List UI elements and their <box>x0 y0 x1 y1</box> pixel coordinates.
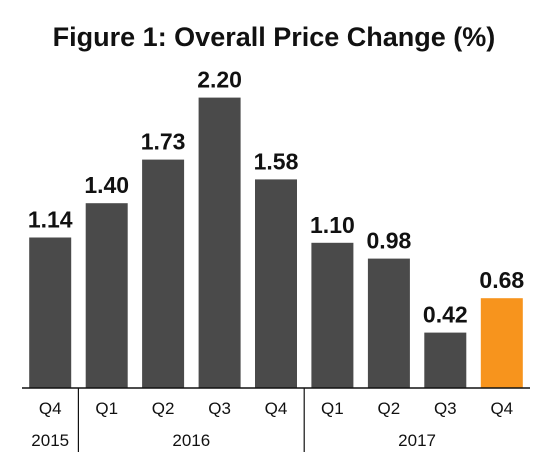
year-labels-group: 2015 2016 2017 <box>31 431 436 450</box>
tick-label-2: Q2 <box>152 399 175 418</box>
bar-6 <box>367 258 410 388</box>
tick-label-7: Q3 <box>434 399 457 418</box>
tick-label-5: Q1 <box>321 399 344 418</box>
value-label-4: 1.58 <box>254 148 299 174</box>
value-label-6: 0.98 <box>367 228 412 254</box>
year-label-2016: 2016 <box>172 431 210 450</box>
year-label-2017: 2017 <box>398 431 436 450</box>
bar-7 <box>424 332 467 388</box>
value-label-8: 0.68 <box>479 267 524 293</box>
tick-label-4: Q4 <box>265 399 288 418</box>
bar-3 <box>198 97 241 388</box>
bar-1 <box>85 203 128 388</box>
year-separators-group <box>77 388 305 452</box>
tick-label-0: Q4 <box>39 399 62 418</box>
bar-2 <box>142 159 185 388</box>
year-label-2015: 2015 <box>31 431 69 450</box>
chart-title: Figure 1: Overall Price Change (%) <box>53 22 496 52</box>
bars-group <box>29 97 523 388</box>
x-tick-labels-group: Q4 Q1 Q2 Q3 Q4 Q1 Q2 Q3 Q4 <box>39 399 513 418</box>
bar-0 <box>29 237 72 388</box>
value-labels-group: 1.14 1.40 1.73 2.20 1.58 1.10 0.98 0.42 0.68 <box>28 67 525 328</box>
tick-label-8: Q4 <box>490 399 513 418</box>
value-label-1: 1.40 <box>84 172 129 198</box>
tick-label-3: Q3 <box>208 399 231 418</box>
tick-label-1: Q1 <box>95 399 118 418</box>
value-label-0: 1.14 <box>28 207 73 233</box>
bar-5 <box>311 242 354 388</box>
tick-label-6: Q2 <box>378 399 401 418</box>
value-label-3: 2.20 <box>197 67 242 93</box>
value-label-2: 1.73 <box>141 129 186 155</box>
bar-4 <box>255 179 297 388</box>
value-label-7: 0.42 <box>423 302 468 328</box>
bar-8 <box>480 298 523 388</box>
value-label-5: 1.10 <box>310 212 355 238</box>
